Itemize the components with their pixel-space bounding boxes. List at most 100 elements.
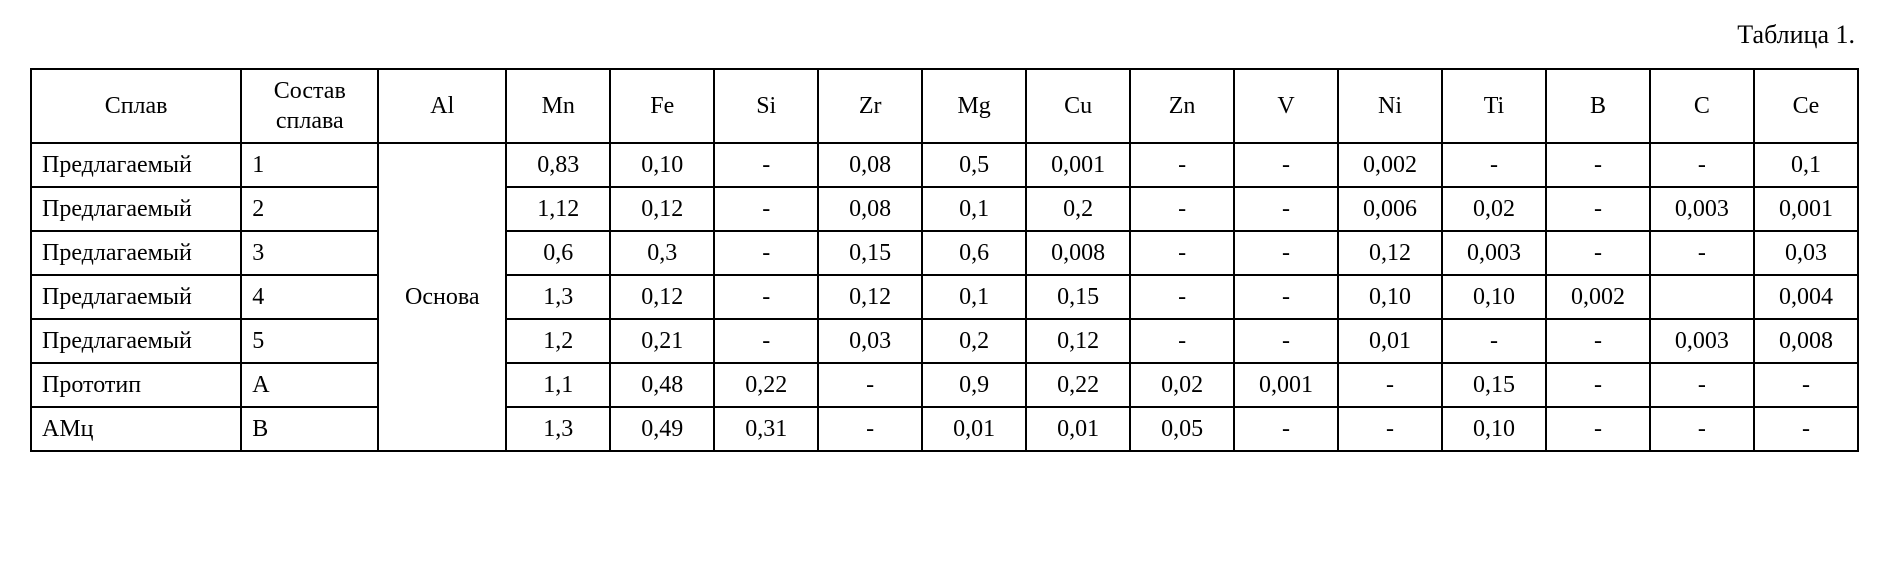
cell-value: 0,15 — [1026, 275, 1130, 319]
cell-value: 0,003 — [1650, 319, 1754, 363]
col-header: B — [1546, 69, 1650, 143]
cell-value: - — [1234, 407, 1338, 451]
cell-value: - — [1650, 363, 1754, 407]
cell-value: 0,08 — [818, 143, 922, 187]
cell-value: - — [1130, 231, 1234, 275]
cell-value: 0,10 — [1338, 275, 1442, 319]
cell-value: 0,10 — [1442, 407, 1546, 451]
cell-value: 0,08 — [818, 187, 922, 231]
cell-composition: 4 — [241, 275, 378, 319]
cell-value: 0,15 — [1442, 363, 1546, 407]
cell-value: - — [714, 275, 818, 319]
col-header: Zr — [818, 69, 922, 143]
cell-value: 0,01 — [1338, 319, 1442, 363]
cell-value: 0,12 — [610, 187, 714, 231]
cell-composition: 3 — [241, 231, 378, 275]
cell-value: - — [1130, 319, 1234, 363]
cell-alloy: Предлагаемый — [31, 319, 241, 363]
col-header: Ni — [1338, 69, 1442, 143]
cell-value: - — [1234, 143, 1338, 187]
cell-value: 0,15 — [818, 231, 922, 275]
cell-value: - — [1650, 143, 1754, 187]
cell-value: 1,2 — [506, 319, 610, 363]
col-header: V — [1234, 69, 1338, 143]
table-row: Предлагаемый1Основа0,830,10-0,080,50,001… — [31, 143, 1858, 187]
cell-value: 0,1 — [922, 275, 1026, 319]
cell-value: 0,9 — [922, 363, 1026, 407]
cell-composition: 5 — [241, 319, 378, 363]
col-header: Al — [378, 69, 506, 143]
cell-value: 0,004 — [1754, 275, 1858, 319]
cell-value: - — [1754, 363, 1858, 407]
cell-value: 0,48 — [610, 363, 714, 407]
cell-value: 0,6 — [506, 231, 610, 275]
col-header: Mn — [506, 69, 610, 143]
cell-value: - — [818, 363, 922, 407]
cell-alloy: Предлагаемый — [31, 231, 241, 275]
cell-value: 0,10 — [1442, 275, 1546, 319]
cell-composition: В — [241, 407, 378, 451]
cell-composition: 2 — [241, 187, 378, 231]
cell-value: 0,31 — [714, 407, 818, 451]
col-header: Fe — [610, 69, 714, 143]
cell-value: - — [714, 187, 818, 231]
col-header: Mg — [922, 69, 1026, 143]
col-header: C — [1650, 69, 1754, 143]
cell-value: 0,3 — [610, 231, 714, 275]
cell-value: - — [1442, 319, 1546, 363]
cell-value: - — [1546, 363, 1650, 407]
cell-value: 0,22 — [714, 363, 818, 407]
cell-value: - — [714, 143, 818, 187]
cell-value: 0,001 — [1754, 187, 1858, 231]
col-header: Si — [714, 69, 818, 143]
cell-value: 0,02 — [1130, 363, 1234, 407]
cell-value: - — [1130, 187, 1234, 231]
cell-alloy: Прототип — [31, 363, 241, 407]
cell-value: - — [1546, 407, 1650, 451]
cell-value: 0,03 — [818, 319, 922, 363]
cell-value: 0,05 — [1130, 407, 1234, 451]
cell-value: - — [1546, 143, 1650, 187]
cell-value: 0,12 — [1338, 231, 1442, 275]
cell-value: 0,001 — [1234, 363, 1338, 407]
cell-value: - — [1442, 143, 1546, 187]
col-header: Ti — [1442, 69, 1546, 143]
cell-composition: 1 — [241, 143, 378, 187]
alloy-composition-table: Сплав Состав сплава Al Mn Fe Si Zr Mg Cu… — [30, 68, 1859, 452]
cell-value: 0,12 — [818, 275, 922, 319]
table-row: Предлагаемый30,60,3-0,150,60,008--0,120,… — [31, 231, 1858, 275]
cell-value: - — [1130, 275, 1234, 319]
cell-value — [1650, 275, 1754, 319]
cell-alloy: Предлагаемый — [31, 187, 241, 231]
cell-value: - — [1130, 143, 1234, 187]
col-header: Состав сплава — [241, 69, 378, 143]
cell-value: 0,22 — [1026, 363, 1130, 407]
cell-value: 0,002 — [1546, 275, 1650, 319]
cell-value: 0,12 — [610, 275, 714, 319]
cell-value: 0,49 — [610, 407, 714, 451]
cell-value: - — [714, 231, 818, 275]
cell-value: 0,008 — [1754, 319, 1858, 363]
cell-value: 1,1 — [506, 363, 610, 407]
cell-value: - — [1234, 231, 1338, 275]
table-caption: Таблица 1. — [30, 20, 1859, 50]
cell-value: 0,6 — [922, 231, 1026, 275]
cell-value: - — [1234, 319, 1338, 363]
cell-value: 0,12 — [1026, 319, 1130, 363]
cell-value: 0,5 — [922, 143, 1026, 187]
cell-value: - — [1650, 407, 1754, 451]
cell-value: 0,01 — [922, 407, 1026, 451]
table-row: Предлагаемый51,20,21-0,030,20,12--0,01--… — [31, 319, 1858, 363]
cell-value: 0,001 — [1026, 143, 1130, 187]
cell-value: 0,1 — [1754, 143, 1858, 187]
cell-alloy: Предлагаемый — [31, 143, 241, 187]
col-header: Zn — [1130, 69, 1234, 143]
cell-value: 0,1 — [922, 187, 1026, 231]
cell-value: - — [714, 319, 818, 363]
cell-value: 0,83 — [506, 143, 610, 187]
cell-value: 0,003 — [1442, 231, 1546, 275]
table-header-row: Сплав Состав сплава Al Mn Fe Si Zr Mg Cu… — [31, 69, 1858, 143]
cell-value: 0,003 — [1650, 187, 1754, 231]
cell-value: 0,2 — [922, 319, 1026, 363]
cell-value: - — [1338, 407, 1442, 451]
